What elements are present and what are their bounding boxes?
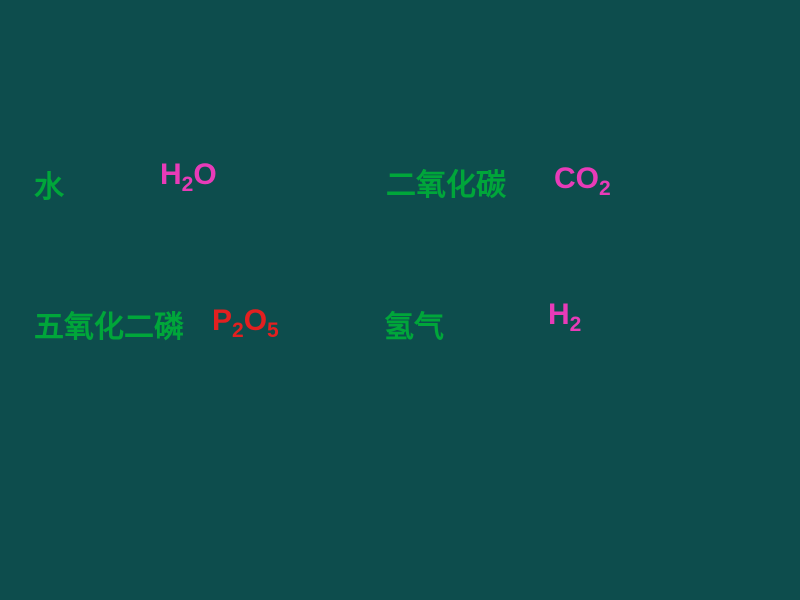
compound-name-3: 氢气	[384, 302, 444, 346]
compound-formula-2: P2O5	[212, 304, 279, 338]
compound-formula-1: CO2	[554, 162, 611, 196]
compound-formula-0: H2O	[160, 158, 217, 192]
compound-formula-3: H2	[548, 298, 581, 332]
compound-name-2: 五氧化二磷	[34, 302, 184, 346]
compound-name-1: 二氧化碳	[386, 160, 506, 204]
compound-name-0: 水	[34, 162, 64, 206]
